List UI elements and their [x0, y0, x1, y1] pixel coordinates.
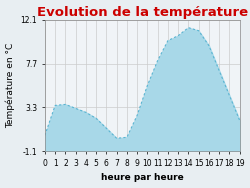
Y-axis label: Température en °C: Température en °C: [6, 43, 15, 128]
X-axis label: heure par heure: heure par heure: [101, 174, 184, 182]
Title: Evolution de la température: Evolution de la température: [37, 6, 248, 19]
